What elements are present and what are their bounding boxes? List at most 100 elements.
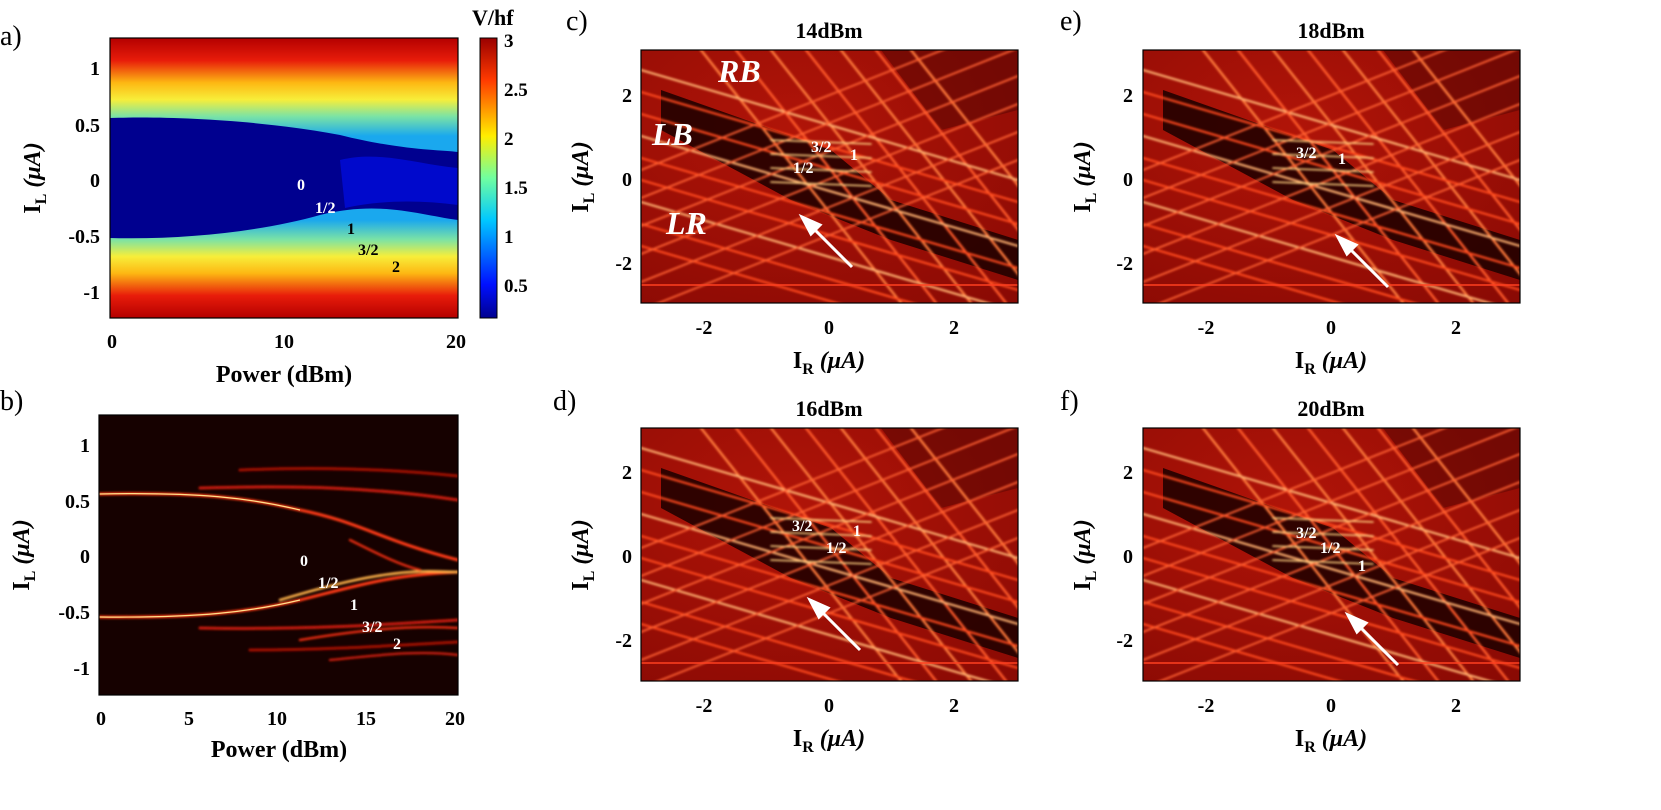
step-plateau: [1272, 153, 1374, 159]
resonance-lines: [641, 50, 1018, 303]
panel-c-xlabel: IR (μA): [793, 348, 865, 378]
resonance-line: [1143, 481, 1520, 633]
panel-b-label: b): [0, 386, 23, 417]
step-plateau: [770, 531, 872, 537]
panel-e-xlabel: IR (μA): [1295, 348, 1367, 378]
panel-e-xtick: 0: [1326, 317, 1336, 339]
panel-e-xtick: 2: [1451, 317, 1461, 339]
panel-a-ytick: 1: [90, 58, 100, 80]
panel-c-region-label: RB: [717, 53, 761, 89]
resonance-line: [1341, 428, 1520, 654]
panel-f-heatmap: [1143, 428, 1520, 681]
step-plateau: [770, 545, 872, 551]
resonance-line: [641, 131, 1018, 283]
panel-e-label: e): [1060, 6, 1082, 37]
resonance-line: [641, 428, 946, 549]
panel-f-xtick: 2: [1451, 695, 1461, 717]
resonance-line: [641, 622, 841, 681]
resonance-line: [1143, 244, 1343, 303]
panel-f-step-label: 3/2: [1296, 525, 1316, 542]
panel-a-ytick: -1: [83, 282, 100, 304]
panel-d-ylabel: IL (μA): [568, 519, 598, 590]
panel-d-step-label: 1: [853, 523, 861, 540]
resonance-line: [641, 534, 1018, 648]
resonance-line: [641, 112, 1018, 226]
arrows: [798, 213, 1400, 667]
step-plateau: [1272, 181, 1374, 187]
resonance-line: [1143, 556, 1520, 670]
resonance-line: [1201, 428, 1405, 681]
panel-e-xtick: -2: [1198, 317, 1215, 339]
panel-b-ytick: 0.5: [65, 491, 90, 513]
plot-frame: [640, 49, 1019, 304]
resonance-line: [1143, 112, 1520, 226]
panel-e-ylabel: IL (μA): [1070, 141, 1100, 212]
panel-d-xtick: 0: [824, 695, 834, 717]
resonance-line: [1143, 578, 1494, 681]
resonance-line: [909, 428, 1018, 566]
panel-b-step-label: 3/2: [362, 619, 382, 636]
panel-c-arrow: [798, 213, 854, 269]
resonance-line: [1143, 453, 1520, 605]
panel-c-xtick: -2: [696, 317, 713, 339]
panel-b-xtick: 15: [356, 708, 376, 730]
panel-f-ytick: -2: [1116, 630, 1133, 652]
plot-frame: [640, 427, 1019, 682]
panel-d-xtick: -2: [696, 695, 713, 717]
resonance-line: [641, 428, 1016, 577]
panel-a-xtick: 10: [274, 331, 294, 353]
resonance-line: [641, 453, 1018, 605]
panel-b-heatmap: [99, 415, 458, 695]
resonance-line: [839, 428, 1018, 654]
colorbar-tick: 0.5: [504, 276, 528, 297]
panel-d: [640, 427, 1019, 682]
colorbar-tick: 1: [504, 227, 514, 248]
resonance-line: [1143, 50, 1448, 171]
panel-d-step-label: 1/2: [826, 540, 846, 557]
resonance-line: [641, 490, 1018, 604]
panel-c-ytick: -2: [615, 253, 632, 275]
colorbar-tick: 1.5: [504, 178, 528, 199]
resonance-line: [1143, 75, 1520, 227]
resonance-line: [769, 50, 973, 303]
svg-text:IL (μA): IL (μA): [568, 519, 598, 590]
step-plateau: [770, 153, 872, 159]
panel-b: [98, 414, 459, 696]
resonance-line: [1143, 68, 1520, 182]
resonance-line: [769, 428, 973, 681]
panel-a-step-label: 1/2: [315, 200, 335, 217]
panel-b-ytick: 1: [80, 435, 90, 457]
colorbar-title: V/hf: [472, 5, 514, 30]
panel-f-step-label: 1/2: [1320, 540, 1340, 557]
panel-b-step-label: 1: [350, 597, 358, 614]
panel-e-title: 18dBm: [1297, 18, 1364, 43]
panel-f-ytick: 2: [1123, 462, 1133, 484]
step-plateau: [1272, 517, 1374, 523]
step-plateau: [1272, 167, 1374, 173]
panel-b-ytick: 0: [80, 546, 90, 568]
panel-e-arrow: [1334, 233, 1390, 289]
resonance-line: [1143, 446, 1520, 560]
panel-b-step-label: 0: [300, 553, 308, 570]
svg-text:IL (μA): IL (μA): [9, 519, 39, 590]
panel-a: [109, 37, 498, 319]
panel-c-step-label: 1/2: [793, 160, 813, 177]
resonance-line: [1143, 90, 1520, 204]
resonance-line: [1411, 50, 1520, 188]
resonance-line: [1143, 600, 1418, 681]
panel-e-heatmap: [1143, 50, 1520, 303]
resonance-line: [641, 68, 1018, 182]
resonance-lines: [641, 428, 1018, 681]
panel-a-step-label: 3/2: [358, 242, 378, 259]
panel-d-ytick: 2: [622, 462, 632, 484]
panel-f-label: f): [1060, 386, 1079, 417]
step-plateau: [1272, 559, 1374, 565]
panel-c-step-label: 1: [850, 147, 858, 164]
panel-c-step-label: 3/2: [811, 139, 831, 156]
panel-b-ytick: -0.5: [58, 602, 90, 624]
panel-f-ylabel: IL (μA): [1070, 519, 1100, 590]
panel-a-ytick: 0.5: [75, 115, 100, 137]
panel-e-ytick: 0: [1123, 169, 1133, 191]
panel-a-ylabel: IL (μA): [20, 142, 50, 213]
